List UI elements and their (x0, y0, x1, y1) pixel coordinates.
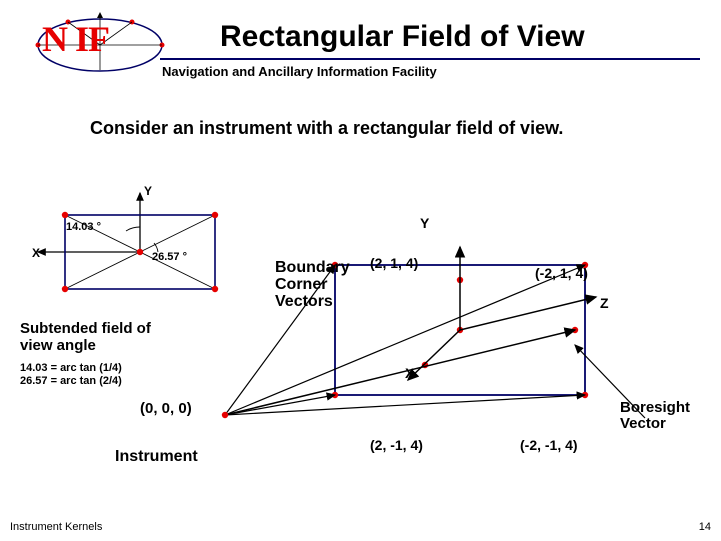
left-figure: Y X (30, 185, 230, 315)
subtitle: Navigation and Ancillary Information Fac… (162, 64, 437, 79)
equations: 14.03 = arc tan (1/4) 26.57 = arc tan (2… (20, 362, 122, 388)
footer-right: 14 (699, 521, 711, 533)
left-caption: Subtended field of view angle (20, 320, 151, 355)
right-axis-x: X (405, 365, 414, 381)
right-axis-z: Z (600, 295, 609, 311)
instrument-label: Instrument (115, 448, 198, 466)
bcv-line1: Boundary (275, 259, 350, 276)
corner-0: (2, 1, 4) (370, 255, 418, 271)
corner-3: (-2, -1, 4) (520, 437, 578, 453)
eq2: 26.57 = arc tan (2/4) (20, 375, 122, 387)
logo-text: N IF (42, 18, 109, 60)
boresight-label: Boresight Vector (620, 400, 690, 432)
right-figure-svg (280, 215, 720, 475)
lead-text: Consider an instrument with a rectangula… (90, 118, 563, 139)
angle2-label: 26.57 ° (152, 251, 187, 263)
left-caption-line2: view angle (20, 337, 96, 354)
bcv-line3: Vectors (275, 293, 333, 310)
bcv-label: Boundary Corner Vectors (275, 260, 350, 310)
origin-label: (0, 0, 0) (140, 400, 192, 417)
right-axis-y: Y (420, 215, 429, 231)
left-figure-svg: Y X (30, 185, 250, 325)
eq1: 14.03 = arc tan (1/4) (20, 362, 122, 374)
corner-2: (2, -1, 4) (370, 437, 423, 453)
boresight-line1: Boresight (620, 399, 690, 416)
angle1-label: 14.03 ° (66, 221, 101, 233)
left-caption-line1: Subtended field of (20, 320, 151, 337)
title-rule (160, 58, 700, 60)
left-axis-x: X (32, 246, 40, 260)
boresight-line2: Vector (620, 415, 666, 432)
page-title: Rectangular Field of View (220, 20, 585, 54)
logo: N IF (20, 10, 160, 70)
footer-left: Instrument Kernels (10, 521, 102, 533)
left-axis-y: Y (144, 185, 152, 198)
bcv-line2: Corner (275, 276, 327, 293)
corner-1: (-2, 1, 4) (535, 265, 588, 281)
